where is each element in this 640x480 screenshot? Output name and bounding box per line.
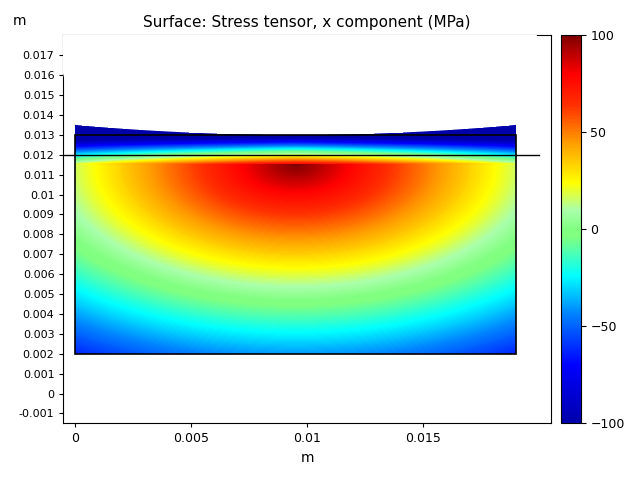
X-axis label: m: m xyxy=(300,451,314,465)
Bar xyxy=(75,135,516,354)
Title: Surface: Stress tensor, x component (MPa): Surface: Stress tensor, x component (MPa… xyxy=(143,15,471,30)
Polygon shape xyxy=(52,25,539,135)
Y-axis label: m: m xyxy=(13,13,26,27)
